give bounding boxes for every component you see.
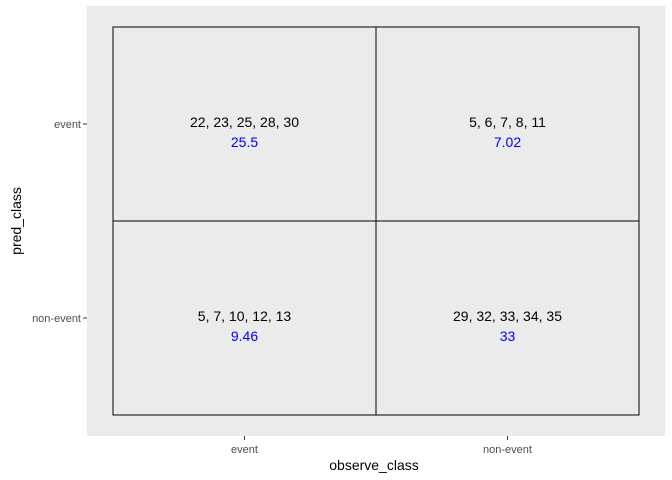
x-axis-title: observe_class — [329, 457, 419, 473]
cell-stat-text: 9.46 — [231, 328, 258, 344]
cell-values-text: 22, 23, 25, 28, 30 — [190, 114, 299, 130]
cell-values-text: 5, 7, 10, 12, 13 — [198, 308, 292, 324]
cell-stat-text: 25.5 — [231, 134, 258, 150]
x-axis: event non-event — [231, 436, 532, 456]
cell-values-text: 29, 32, 33, 34, 35 — [453, 308, 562, 324]
cell-values-text: 5, 6, 7, 8, 11 — [469, 114, 546, 130]
y-tick-label: event — [54, 119, 81, 131]
x-tick-label: non-event — [483, 444, 532, 456]
x-tick-label: event — [231, 444, 258, 456]
cells-layer: 22, 23, 25, 28, 30 25.5 5, 6, 7, 8, 11 7.02… — [112, 26, 640, 416]
y-tick-label: non-event — [32, 313, 81, 325]
y-axis-title: pred_class — [8, 187, 24, 255]
y-axis: event non-event — [32, 119, 87, 325]
matrix-cell-non-event-event: 5, 7, 10, 12, 13 9.46 — [112, 220, 377, 416]
cell-stat-text: 33 — [500, 328, 516, 344]
cell-stat-text: 7.02 — [494, 134, 521, 150]
matrix-cell-non-event-non-event: 29, 32, 33, 34, 35 33 — [375, 220, 640, 416]
cell-border — [375, 220, 640, 416]
